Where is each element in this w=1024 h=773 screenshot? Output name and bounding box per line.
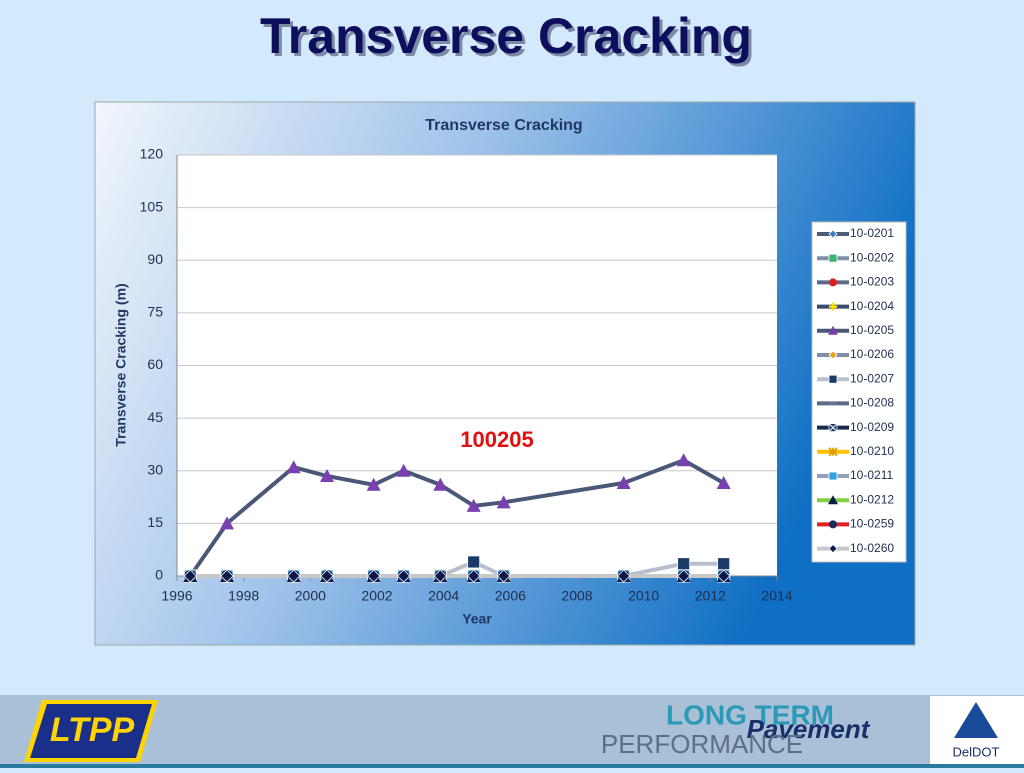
y-tick-label: 0 [155, 567, 163, 583]
y-tick-label: 120 [140, 146, 164, 162]
legend-label: 10-0207 [850, 371, 894, 385]
legend-label: 10-0202 [850, 250, 894, 264]
marker-body [828, 253, 838, 263]
y-tick-label: 15 [147, 514, 163, 530]
legend-label: 10-0206 [850, 347, 894, 361]
marker [829, 302, 837, 311]
x-tick-label: 2006 [495, 588, 526, 604]
marker-body [828, 374, 838, 384]
marker [467, 569, 481, 583]
marker-body [677, 557, 691, 571]
legend-label: 10-0211 [850, 468, 893, 482]
marker [497, 569, 511, 583]
annotation: 100205 [460, 427, 533, 452]
legend-label: 10-0201 [850, 226, 894, 240]
footer-line1: LONG TERM [666, 699, 834, 730]
x-tick-label: 1998 [228, 588, 259, 604]
marker [717, 557, 731, 571]
marker [677, 569, 691, 583]
marker [717, 569, 731, 583]
marker [220, 516, 234, 530]
marker [716, 476, 731, 490]
marker [220, 569, 234, 583]
x-tick-label: 2004 [428, 588, 459, 604]
marker [828, 423, 838, 433]
marker-body [717, 557, 731, 571]
y-tick-label: 45 [147, 409, 163, 425]
marker [320, 569, 334, 583]
marker [828, 495, 838, 505]
marker [616, 476, 631, 490]
marker [677, 557, 691, 571]
y-tick-label: 105 [140, 198, 164, 214]
x-axis-title: Year [462, 611, 492, 627]
marker [287, 569, 301, 583]
x-tick-label: 2002 [361, 588, 392, 604]
ltpp-logo [30, 704, 152, 758]
marker-body [467, 555, 481, 569]
marker [467, 555, 481, 569]
legend-label: 10-0204 [850, 299, 894, 313]
footer-line3: PERFORMANCE [601, 729, 803, 759]
title-shadow: Transverse Cracking [263, 11, 755, 67]
footer-line2: Pavement [747, 714, 871, 744]
marker [617, 569, 631, 583]
marker [828, 447, 838, 457]
marker [397, 569, 411, 583]
x-tick-label: 2000 [295, 588, 326, 604]
legend-label: 10-0259 [850, 517, 894, 531]
marker [366, 477, 381, 491]
marker [828, 544, 838, 554]
footer-band [0, 695, 1024, 768]
marker-body [828, 471, 838, 481]
y-axis-title: Transverse Cracking (m) [113, 283, 129, 446]
marker [320, 469, 334, 483]
y-tick-label: 75 [147, 304, 163, 320]
marker [286, 460, 301, 474]
marker [183, 569, 197, 583]
x-tick-label: 2008 [561, 588, 592, 604]
legend-label: 10-0210 [850, 444, 894, 458]
y-tick-label: 30 [147, 461, 163, 477]
deldot-icon [954, 702, 998, 738]
marker [676, 453, 691, 467]
legend-label: 10-0205 [850, 323, 894, 337]
footer-rule [0, 764, 1024, 768]
y-tick-label: 60 [147, 356, 163, 372]
marker [828, 471, 838, 481]
marker [433, 477, 448, 491]
marker [828, 229, 838, 239]
legend-label: 10-0203 [850, 275, 894, 289]
marker [496, 495, 511, 509]
legend [811, 221, 907, 563]
legend-label: 10-0209 [850, 420, 894, 434]
x-tick-label: 2010 [628, 588, 659, 604]
marker [396, 463, 411, 477]
series-line [188, 458, 725, 578]
marker [433, 569, 447, 583]
legend-label: 10-0260 [850, 541, 894, 555]
marker [367, 569, 381, 583]
marker [828, 325, 838, 335]
marker [466, 498, 481, 512]
y-tick-label: 90 [147, 251, 163, 267]
legend-label: 10-0212 [850, 492, 894, 506]
marker [829, 278, 837, 287]
marker [829, 520, 837, 529]
marker [828, 253, 838, 263]
marker-cross [828, 423, 838, 432]
deldot-text: DelDOT [953, 744, 1000, 759]
chart-layer: 0 15 30 45 60 75 90 105 120 1996 1998 2000 2002 2004 2… [140, 146, 895, 604]
legend-label: 10-0208 [850, 396, 894, 410]
chart-title: Transverse Cracking [425, 117, 582, 134]
x-tick-label: 1996 [161, 588, 192, 604]
x-tick-label: 2012 [695, 588, 726, 604]
marker [828, 374, 838, 384]
marker [828, 350, 838, 360]
slide-title: Transverse Cracking [260, 8, 752, 64]
ltpp-text: LTPP [50, 711, 135, 749]
x-tick-label: 2014 [761, 588, 792, 604]
